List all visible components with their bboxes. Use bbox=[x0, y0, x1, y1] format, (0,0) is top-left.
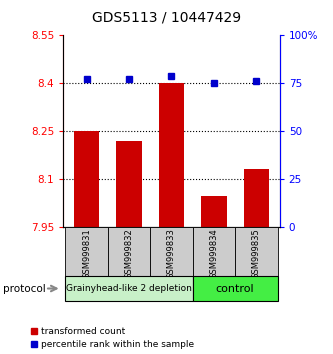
Bar bbox=[159, 83, 184, 227]
Bar bbox=[65, 227, 108, 276]
Bar bbox=[65, 276, 193, 301]
Text: GSM999834: GSM999834 bbox=[209, 228, 218, 279]
Bar bbox=[235, 227, 278, 276]
Bar bbox=[193, 276, 278, 301]
Bar bbox=[201, 196, 227, 227]
Bar bbox=[150, 227, 193, 276]
Legend: transformed count, percentile rank within the sample: transformed count, percentile rank withi… bbox=[31, 327, 194, 349]
Bar bbox=[116, 141, 142, 227]
Text: GSM999832: GSM999832 bbox=[125, 228, 134, 279]
Text: protocol: protocol bbox=[3, 284, 46, 293]
Text: GSM999831: GSM999831 bbox=[82, 228, 91, 279]
Text: control: control bbox=[216, 284, 254, 293]
Bar bbox=[74, 131, 99, 227]
Bar bbox=[193, 227, 235, 276]
Bar bbox=[244, 169, 269, 227]
Text: GDS5113 / 10447429: GDS5113 / 10447429 bbox=[92, 11, 241, 25]
Bar bbox=[108, 227, 150, 276]
Text: GSM999835: GSM999835 bbox=[252, 228, 261, 279]
Text: GSM999833: GSM999833 bbox=[167, 228, 176, 279]
Text: Grainyhead-like 2 depletion: Grainyhead-like 2 depletion bbox=[66, 284, 192, 293]
